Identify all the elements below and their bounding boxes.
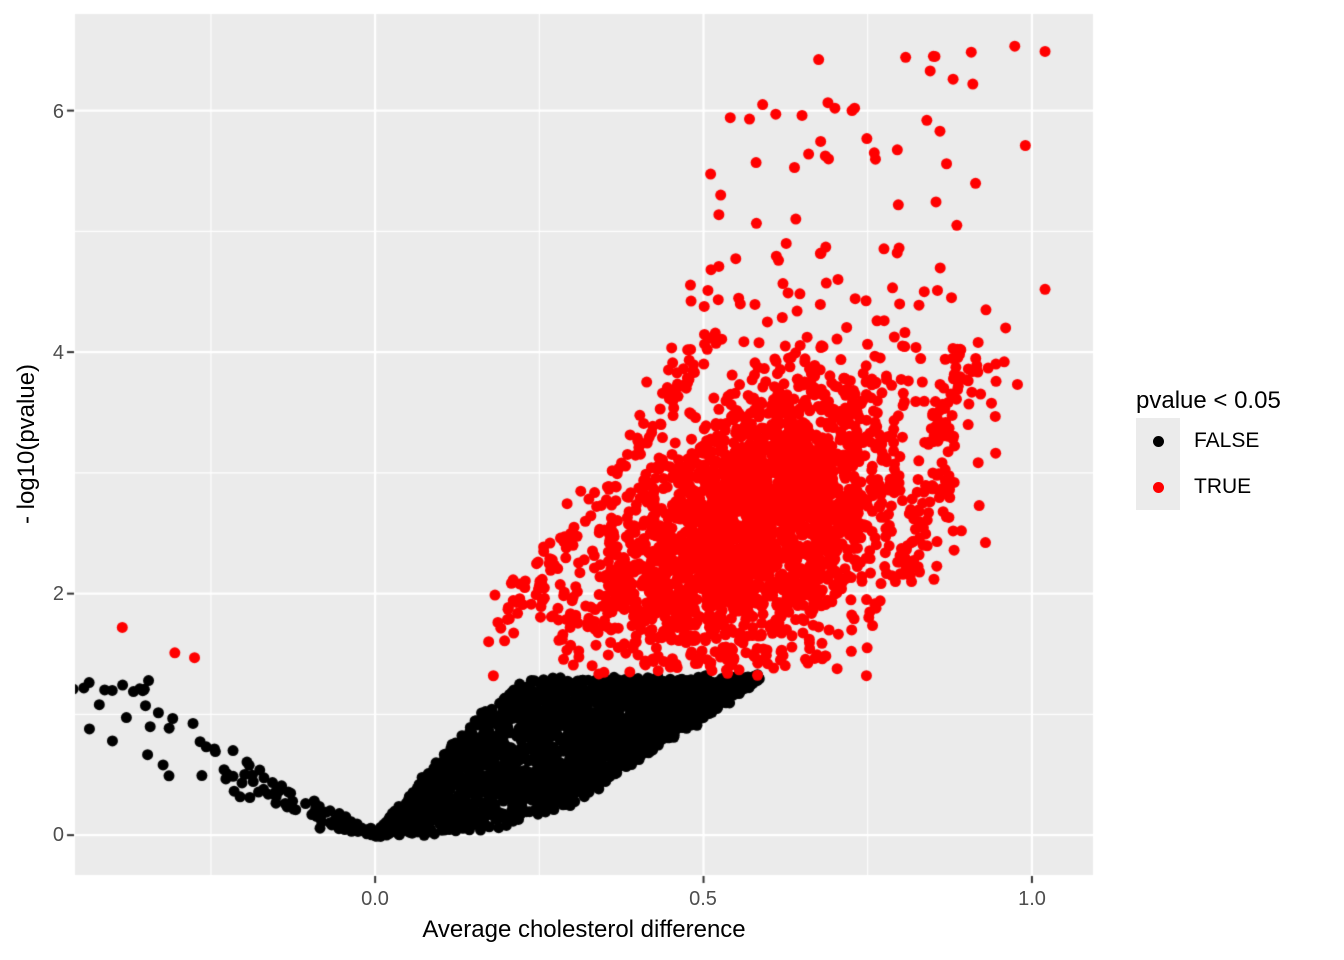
legend-label-false: FALSE	[1194, 429, 1260, 452]
x-tick-label-0.5: 0.5	[689, 888, 717, 910]
x-tick-label-1.0: 1.0	[1018, 888, 1046, 910]
true-point-swatch-icon	[1152, 481, 1164, 493]
y-tick-label-0: 0	[52, 824, 64, 846]
y-tick-label-2: 2	[52, 583, 64, 605]
y-axis-title: - log10(pvalue)	[13, 363, 40, 525]
false-point-swatch-icon	[1152, 435, 1164, 447]
legend-key-true	[1136, 464, 1180, 510]
x-axis-title: Average cholesterol difference	[422, 916, 746, 943]
legend-title: pvalue < 0.05	[1136, 387, 1281, 414]
legend-entry-false: FALSE	[1136, 418, 1281, 464]
x-tick-label-0.0: 0.0	[361, 888, 389, 910]
legend: pvalue < 0.05 FALSE TRUE	[1136, 386, 1281, 510]
y-tick-label-4: 4	[52, 342, 64, 364]
legend-label-true: TRUE	[1194, 475, 1252, 498]
legend-entry-true: TRUE	[1136, 464, 1281, 510]
y-tick-label-6: 6	[52, 101, 64, 123]
legend-key-false	[1136, 418, 1180, 464]
